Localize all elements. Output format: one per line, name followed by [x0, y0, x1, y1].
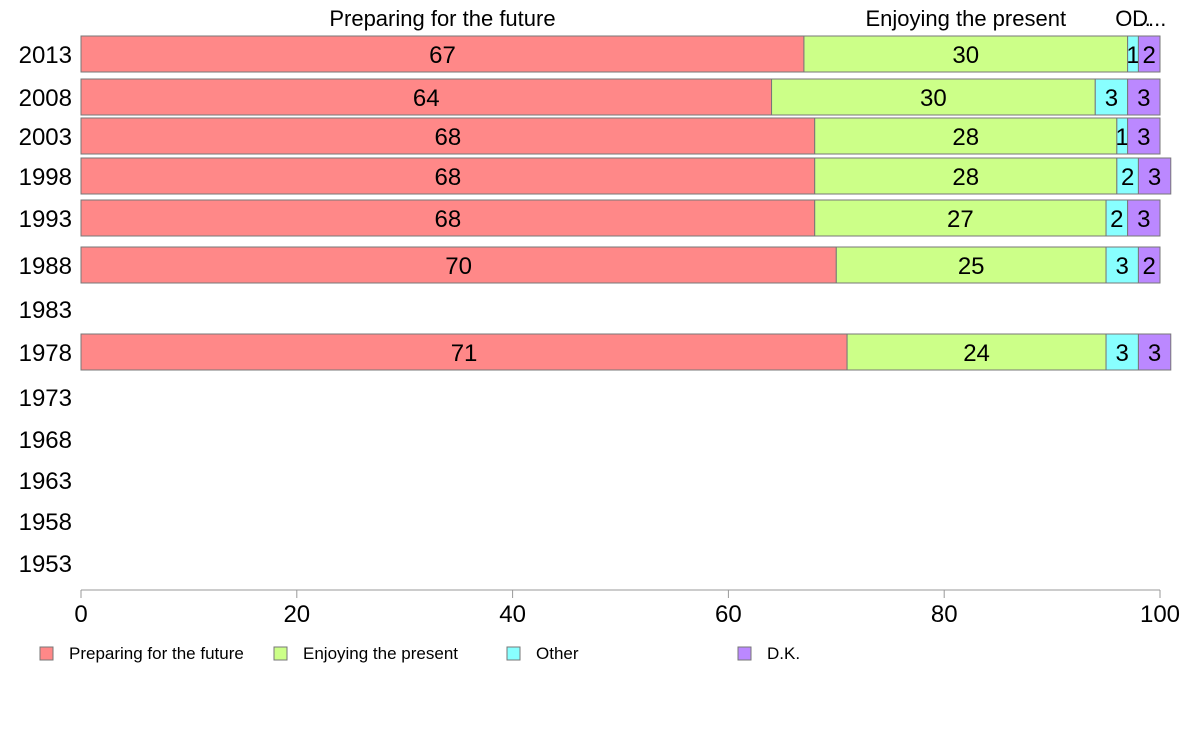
data-label: 3: [1116, 253, 1129, 280]
data-label: 3: [1105, 85, 1118, 112]
data-label: 28: [952, 124, 979, 151]
y-tick-label: 1978: [19, 340, 72, 367]
y-tick-label: 2013: [19, 42, 72, 69]
bar-segment: [1127, 78, 1161, 116]
bar-segment: [803, 35, 1129, 73]
data-label: 68: [435, 164, 462, 191]
bar-segment: [80, 35, 805, 73]
data-label: 3: [1137, 85, 1150, 112]
bar-segment: [814, 199, 1107, 237]
column-header-0: Preparing for the future: [329, 6, 555, 31]
legend-swatch: [39, 646, 54, 661]
data-label: 30: [920, 85, 947, 112]
bar-segment: [1137, 246, 1161, 284]
data-label: 71: [451, 340, 478, 367]
bar-segment: [80, 117, 816, 155]
bar-segment: [1105, 246, 1139, 284]
data-label: 70: [445, 253, 472, 280]
data-label: 3: [1116, 340, 1129, 367]
data-label: 2: [1110, 206, 1123, 233]
column-header-3: D...: [1132, 6, 1166, 31]
data-label: 3: [1137, 206, 1150, 233]
y-tick-label: 1988: [19, 253, 72, 280]
legend-label: Other: [536, 644, 579, 663]
bar-segment: [80, 78, 773, 116]
bar-segment: [1127, 199, 1161, 237]
data-label: 28: [952, 164, 979, 191]
y-tick-label: 1973: [19, 385, 72, 412]
data-label: 3: [1148, 340, 1161, 367]
data-label: 3: [1137, 124, 1150, 151]
data-label: 2: [1143, 42, 1156, 69]
bar-segment: [80, 199, 816, 237]
data-label: 67: [429, 42, 456, 69]
bar-segment: [771, 78, 1096, 116]
bar-segment: [835, 246, 1107, 284]
bar-segment: [1137, 333, 1172, 371]
y-tick-label: 2008: [19, 85, 72, 112]
x-tick-label: 100: [1140, 601, 1180, 628]
data-label: 27: [947, 206, 974, 233]
bar-segment: [1137, 35, 1161, 73]
data-label: 64: [413, 85, 440, 112]
x-tick-label: 60: [715, 601, 742, 628]
column-header-2: O...: [1115, 6, 1150, 31]
bar-segment: [80, 157, 816, 195]
column-header-1: Enjoying the present: [865, 6, 1066, 31]
y-tick-label: 2003: [19, 124, 72, 151]
bar-segment: [1137, 157, 1172, 195]
y-tick-label: 1953: [19, 551, 72, 578]
legend-label: D.K.: [767, 644, 800, 663]
bar-segment: [80, 246, 837, 284]
legend-label: Preparing for the future: [69, 644, 244, 663]
x-tick-label: 40: [499, 601, 526, 628]
x-tick-label: 80: [931, 601, 958, 628]
data-label: 3: [1148, 164, 1161, 191]
x-tick-label: 20: [283, 601, 310, 628]
bar-segment: [1094, 78, 1129, 116]
bar-segment: [1127, 117, 1161, 155]
x-tick-label: 0: [74, 601, 87, 628]
data-label: 2: [1143, 253, 1156, 280]
data-label: 1: [1126, 42, 1139, 69]
legend-label: Enjoying the present: [303, 644, 458, 663]
legend-swatch: [506, 646, 521, 661]
bar-segment: [80, 333, 848, 371]
bar-segment: [814, 117, 1118, 155]
data-label: 68: [435, 124, 462, 151]
data-label: 24: [963, 340, 990, 367]
bar-segment: [846, 333, 1107, 371]
y-tick-label: 1998: [19, 164, 72, 191]
y-tick-label: 1993: [19, 206, 72, 233]
data-label: 2: [1121, 164, 1134, 191]
y-tick-label: 1968: [19, 427, 72, 454]
data-label: 1: [1116, 124, 1129, 151]
data-label: 25: [958, 253, 985, 280]
y-tick-label: 1963: [19, 468, 72, 495]
legend-swatch: [737, 646, 752, 661]
legend-swatch: [273, 646, 288, 661]
y-tick-label: 1983: [19, 297, 72, 324]
data-label: 30: [952, 42, 979, 69]
y-tick-label: 1958: [19, 509, 72, 536]
data-label: 68: [435, 206, 462, 233]
